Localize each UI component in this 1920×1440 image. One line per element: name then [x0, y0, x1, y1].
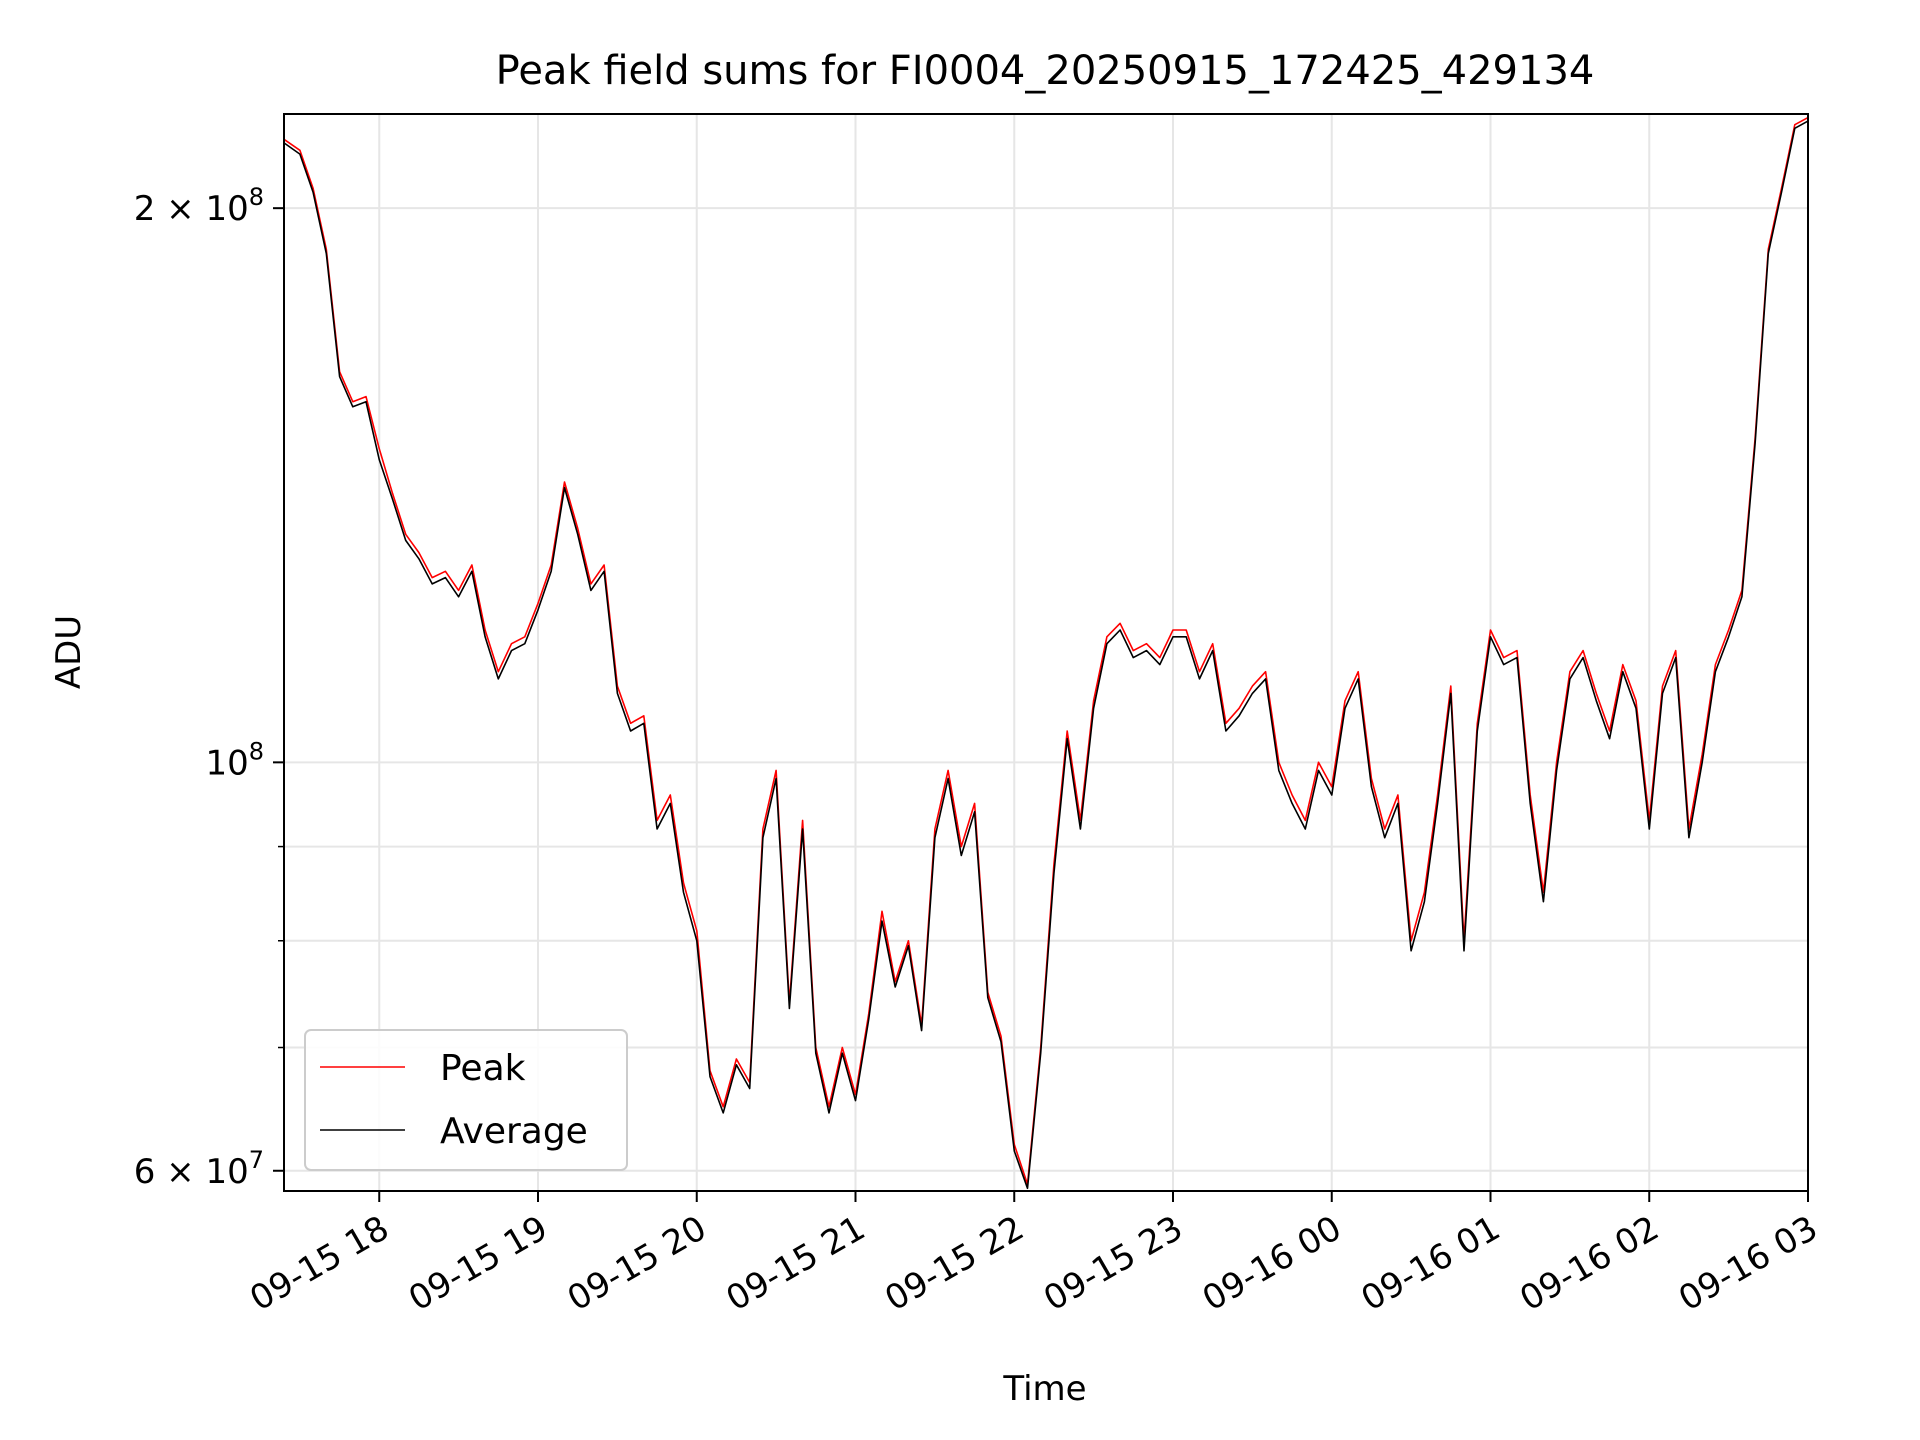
legend-box [304, 1029, 628, 1171]
x-axis-label: Time [1002, 1369, 1086, 1409]
chart-title: Peak field sums for FI0004_20250915_1724… [496, 48, 1595, 94]
series-line-average [283, 120, 1809, 1190]
legend: Peak Average [304, 1029, 628, 1171]
plot-lines [283, 116, 1809, 1190]
y-tick-label: 108 [205, 737, 264, 783]
legend-label-average: Average [440, 1111, 588, 1152]
y-axis-label: ADU [49, 615, 89, 689]
y-tick-label: 6 × 107 [134, 1146, 264, 1192]
y-axis-ticks: 6 × 107 108 2 × 108 [134, 183, 284, 1192]
plot-frame [283, 113, 1809, 1192]
legend-label-peak: Peak [440, 1048, 526, 1089]
y-tick-label: 2 × 108 [134, 183, 264, 229]
